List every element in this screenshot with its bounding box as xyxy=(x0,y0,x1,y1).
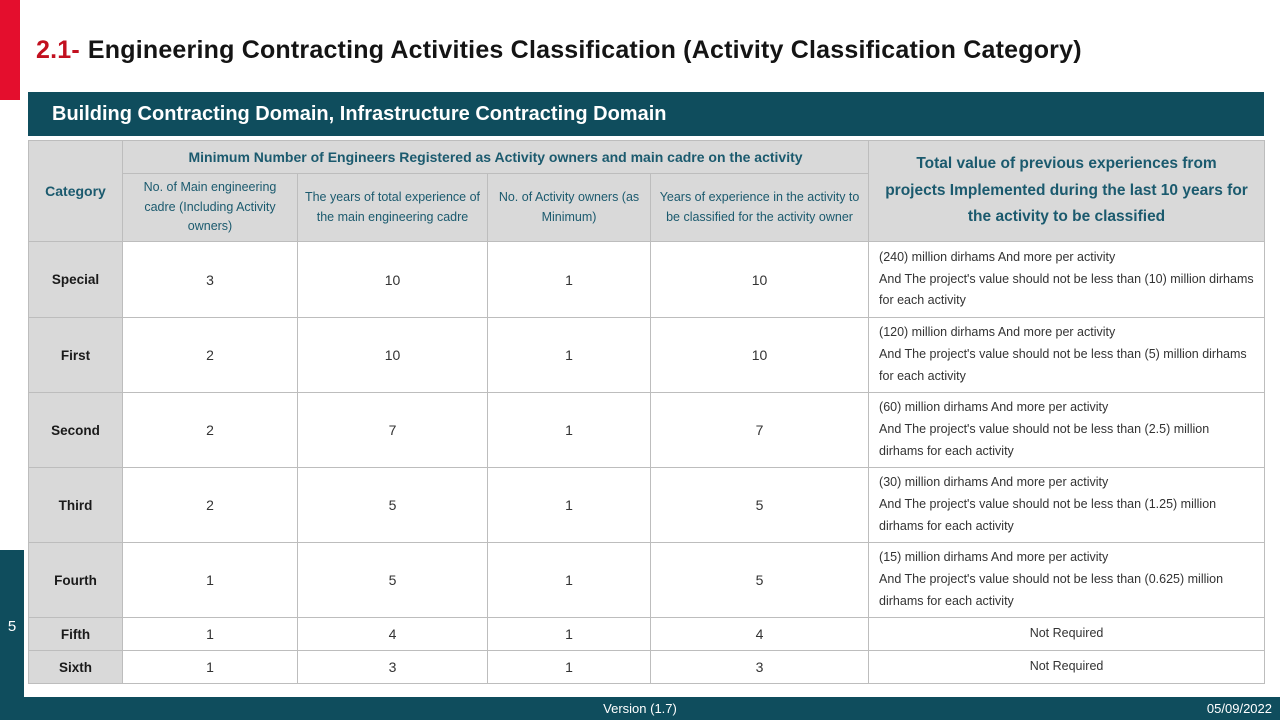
num-cell: 1 xyxy=(122,542,298,618)
category-cell: Third xyxy=(28,467,123,543)
num-cell: 10 xyxy=(297,241,488,318)
num-cell: 10 xyxy=(297,317,488,393)
subheader-cadre-experience: The years of total experience of the mai… xyxy=(297,173,488,242)
value-cell: Not Required xyxy=(868,617,1266,651)
table-row: Fourth 1 5 1 5 (15) million dirhams And … xyxy=(28,542,1266,618)
value-line: And The project's value should not be le… xyxy=(879,497,1217,533)
category-cell: Special xyxy=(28,241,123,318)
num-cell: 5 xyxy=(649,542,870,618)
category-cell: First xyxy=(28,317,123,393)
num-cell: 1 xyxy=(122,650,298,684)
header-row-2: No. of Main engineering cadre (Including… xyxy=(29,173,1265,242)
num-cell: 7 xyxy=(297,392,488,468)
num-cell: 1 xyxy=(487,241,651,318)
num-cell: 1 xyxy=(487,542,651,618)
value-line: (15) million dirhams And more per activi… xyxy=(879,550,1109,565)
num-cell: 10 xyxy=(649,241,870,318)
value-line: (60) million dirhams And more per activi… xyxy=(879,400,1109,415)
subheader-owner-experience: Years of experience in the activity to b… xyxy=(649,173,870,242)
subheader-activity-owners: No. of Activity owners (as Minimum) xyxy=(487,173,651,242)
subheader-main-cadre: No. of Main engineering cadre (Including… xyxy=(122,173,298,242)
table-row: Second 2 7 1 7 (60) million dirhams And … xyxy=(28,392,1266,468)
value-line: And The project's value should not be le… xyxy=(879,347,1247,383)
num-cell: 1 xyxy=(487,467,651,543)
num-cell: 1 xyxy=(487,317,651,393)
num-cell: 4 xyxy=(649,617,870,651)
title-number: 2.1- xyxy=(36,36,80,64)
title-text: Engineering Contracting Activities Class… xyxy=(87,36,1082,64)
num-cell: 5 xyxy=(297,467,488,543)
value-line: (120) million dirhams And more per activ… xyxy=(879,325,1116,340)
value-cell: (15) million dirhams And more per activi… xyxy=(868,542,1266,618)
num-cell: 2 xyxy=(122,317,298,393)
date-label: 05/09/2022 xyxy=(1206,701,1272,716)
num-cell: 5 xyxy=(297,542,488,618)
num-cell: 1 xyxy=(487,650,651,684)
num-cell: 1 xyxy=(122,617,298,651)
engineers-group-header: Minimum Number of Engineers Registered a… xyxy=(121,140,870,174)
value-line: Not Required xyxy=(1029,659,1104,674)
value-line: (240) million dirhams And more per activ… xyxy=(879,249,1116,264)
value-line: And The project's value should not be le… xyxy=(879,271,1254,308)
num-cell: 3 xyxy=(649,650,870,684)
value-line: (30) million dirhams And more per activi… xyxy=(879,475,1109,490)
category-cell: Sixth xyxy=(28,650,123,684)
value-line: And The project's value should not be le… xyxy=(879,572,1224,608)
table-row: Third 2 5 1 5 (30) million dirhams And m… xyxy=(28,467,1266,543)
total-value-header: Total value of previous experiences from… xyxy=(868,140,1266,242)
table-row: Fifth 1 4 1 4 Not Required xyxy=(28,617,1266,651)
table-row: First 2 10 1 10 (120) million dirhams An… xyxy=(28,317,1266,393)
value-cell: (240) million dirhams And more per activ… xyxy=(868,241,1266,318)
num-cell: 4 xyxy=(297,617,488,651)
category-header: Category xyxy=(28,140,123,242)
footer-bar: Version (1.7) 05/09/2022 xyxy=(0,697,1280,720)
num-cell: 5 xyxy=(649,467,870,543)
classification-table: Category Minimum Number of Engineers Reg… xyxy=(28,140,1266,684)
value-cell: (60) million dirhams And more per activi… xyxy=(868,392,1266,468)
value-line: And The project's value should not be le… xyxy=(879,422,1210,458)
value-cell: (30) million dirhams And more per activi… xyxy=(868,467,1266,543)
num-cell: 1 xyxy=(487,617,651,651)
num-cell: 3 xyxy=(297,650,488,684)
num-cell: 2 xyxy=(122,467,298,543)
value-cell: Not Required xyxy=(868,650,1266,684)
version-label: Version (1.7) xyxy=(603,701,677,716)
table-row: Special 3 10 1 10 (240) million dirhams … xyxy=(28,241,1266,318)
num-cell: 1 xyxy=(487,392,651,468)
page-title: 2.1- Engineering Contracting Activities C… xyxy=(36,36,1082,65)
table-row: Sixth 1 3 1 3 Not Required xyxy=(28,650,1266,684)
value-cell: (120) million dirhams And more per activ… xyxy=(868,317,1266,393)
category-cell: Fourth xyxy=(28,542,123,618)
value-line: Not Required xyxy=(1029,626,1104,641)
red-accent-bar xyxy=(0,0,20,100)
page-number: 5 xyxy=(7,618,17,635)
num-cell: 7 xyxy=(649,392,870,468)
category-cell: Fifth xyxy=(28,617,123,651)
num-cell: 10 xyxy=(649,317,870,393)
category-cell: Second xyxy=(28,392,123,468)
domain-banner: Building Contracting Domain, Infrastruct… xyxy=(28,92,1264,136)
header-row-1: Category Minimum Number of Engineers Reg… xyxy=(28,140,1266,242)
num-cell: 2 xyxy=(122,392,298,468)
num-cell: 3 xyxy=(122,241,298,318)
page-number-tab: 5 xyxy=(0,550,24,720)
